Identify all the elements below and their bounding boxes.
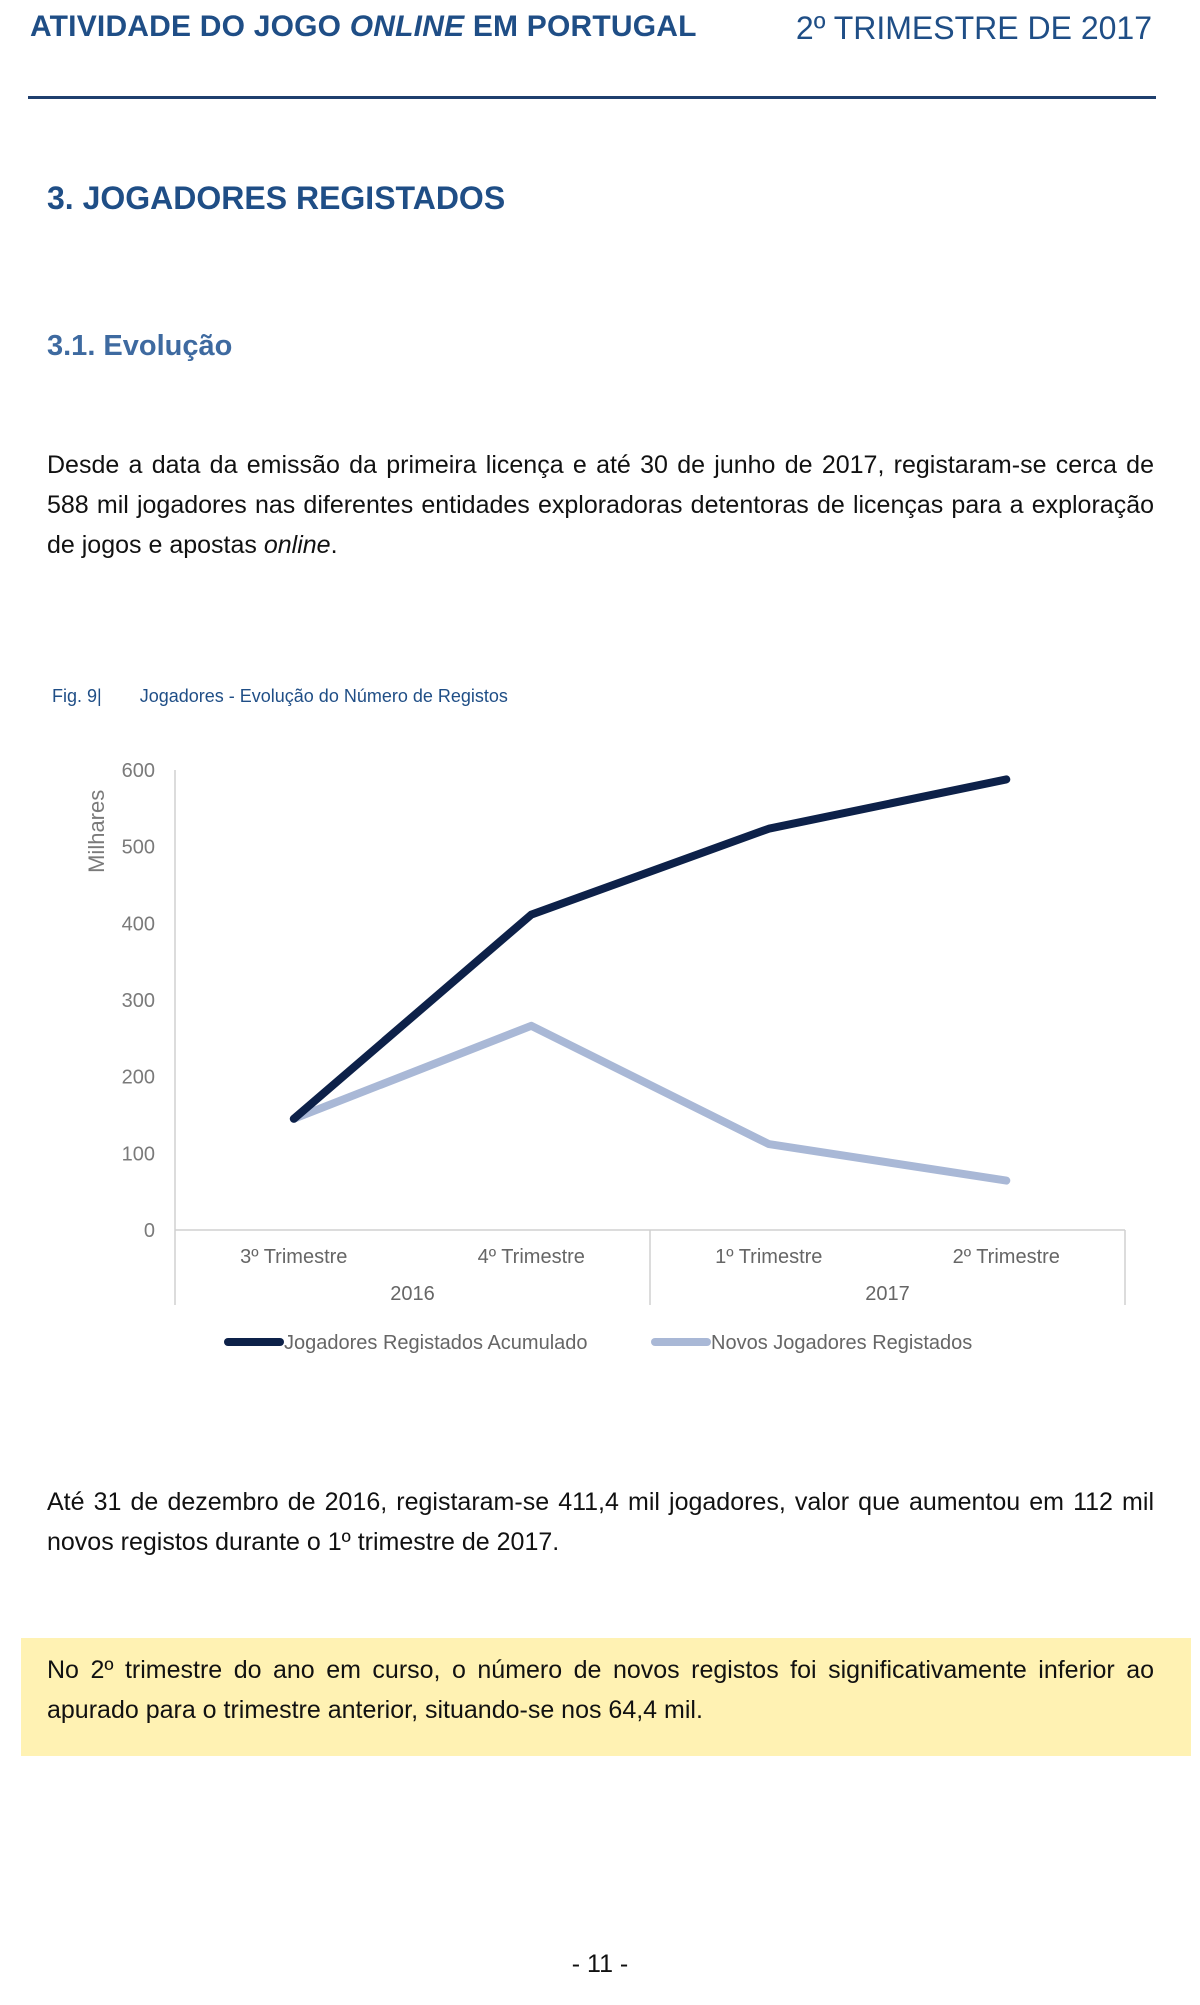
series-line-1 [289,775,1011,1123]
highlight-text: No 2º trimestre do ano em curso, o númer… [47,1656,1154,1724]
x-group-label: 2017 [865,1283,910,1305]
page-number: - 11 - [571,1950,629,1978]
x-tick-label: 2º Trimestre [953,1246,1060,1268]
y-tick-label: 300 [122,990,155,1012]
x-tick-label: 4º Trimestre [478,1246,585,1268]
y-tick-label: 200 [122,1067,155,1089]
header-divider [28,96,1156,99]
header-title-part1: ATIVIDADE DO JOGO [30,10,350,43]
figure-label: Fig. 9| [52,686,102,706]
header-title: ATIVIDADE DO JOGO ONLINE EM PORTUGAL [30,10,697,44]
header-title-part2: EM PORTUGAL [464,10,697,43]
y-tick-label: 0 [144,1220,155,1242]
x-tick-label: 3º Trimestre [240,1246,347,1268]
figure-title: Jogadores - Evolução do Número de Regist… [139,686,508,706]
x-group-label: 2016 [390,1283,435,1305]
y-tick-label: 100 [122,1143,155,1165]
intro-italic: online [263,531,331,559]
figure-caption: Fig. 9| Jogadores - Evolução do Número de… [52,686,508,707]
y-axis-label: Milhares [84,790,109,873]
subsection-title: 3.1. Evolução [47,330,233,362]
highlight-box: No 2º trimestre do ano em curso, o númer… [21,1638,1191,1756]
summary-paragraph: Até 31 de dezembro de 2016, registaram-s… [47,1488,1154,1556]
legend-label: Jogadores Registados Acumulado [284,1332,588,1354]
header-period: 2º TRIMESTRE DE 2017 [795,10,1152,46]
intro-paragraph: Desde a data da emissão da primeira lice… [47,445,1154,565]
y-tick-label: 600 [122,760,155,782]
x-tick-label: 1º Trimestre [715,1246,822,1268]
series-line-2 [289,1021,1011,1185]
header-title-italic: ONLINE [349,10,465,43]
y-tick-label: 400 [122,913,155,935]
intro-end: . [330,531,338,559]
y-tick-label: 500 [122,837,155,859]
legend-label: Novos Jogadores Registados [711,1332,972,1354]
line-chart: 0 100 200 300 400 500 600 Milhares 3º Trimestre 4… [84,760,1126,1354]
section-title: 3. JOGADORES REGISTADOS [47,180,506,216]
intro-text: Desde a data da emissão da primeira lice… [47,451,1154,559]
